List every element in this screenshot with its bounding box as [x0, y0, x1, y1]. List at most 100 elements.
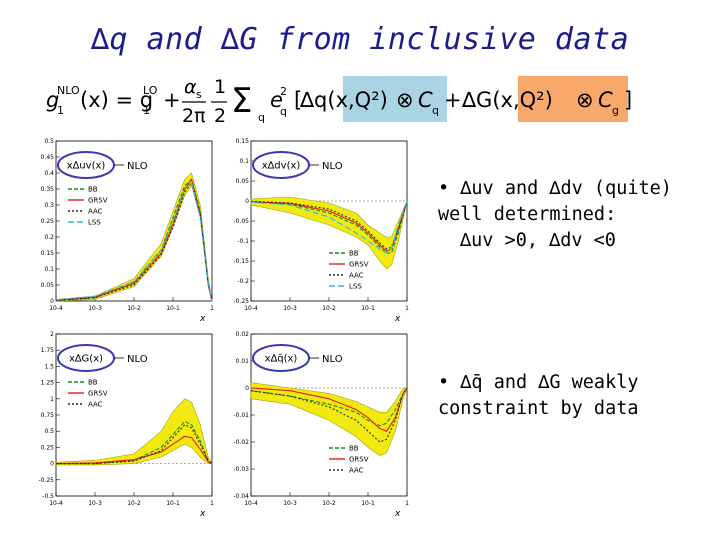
x-tick-label: 1: [405, 500, 409, 507]
y-tick-label: 0: [245, 385, 249, 392]
legend-label: GRSV: [349, 261, 369, 269]
y-tick-label: 0.1: [239, 158, 249, 165]
bullet-line: • ∆uv and ∆dv (quite): [438, 178, 672, 199]
y-tick-label: -0.04: [233, 493, 249, 500]
legend-label: AAC: [88, 401, 103, 409]
x-tick-label: 10-1: [166, 500, 180, 507]
svg-text:]: ]: [624, 88, 632, 112]
y-tick-label: 0.3: [44, 202, 54, 209]
svg-text:1: 1: [57, 104, 64, 117]
series-aac: [56, 424, 213, 465]
x-axis-label: x: [199, 314, 206, 324]
svg-text:q: q: [432, 104, 439, 117]
y-tick-label: 0.2: [44, 234, 54, 241]
y-tick-label: -0.02: [233, 439, 249, 446]
y-tick-label: 0.15: [41, 250, 55, 257]
bullet-sea-gluon: • ∆q̄ and ∆G weakly constraint by data: [438, 370, 638, 422]
y-tick-label: 0.01: [236, 358, 250, 365]
y-tick-label: -0.25: [233, 298, 249, 305]
series-grsv: [55, 435, 213, 465]
x-tick-label: 10-2: [322, 500, 336, 507]
series-lss: [250, 200, 408, 254]
svg-text:1: 1: [214, 76, 226, 98]
svg-text:2: 2: [280, 85, 287, 98]
svg-text:2π: 2π: [182, 105, 206, 127]
nlo-tag: NLO: [127, 354, 148, 365]
svg-text:g: g: [612, 104, 619, 117]
svg-text:LO: LO: [143, 84, 158, 97]
y-tick-label: 2: [50, 331, 54, 338]
y-tick-label: 0.4: [44, 170, 54, 177]
series-lss: [55, 181, 213, 302]
y-tick-label: 0.35: [41, 186, 55, 193]
y-tick-label: -0.25: [38, 477, 54, 484]
y-tick-label: 0: [50, 461, 54, 468]
x-tick-label: 10-3: [283, 305, 297, 312]
x-axis-label: x: [199, 509, 206, 519]
y-tick-label: 0.05: [41, 282, 55, 289]
legend-label: GRSV: [88, 390, 108, 398]
panel-bottom-left: 2 1.75 1.5 1.25 1 0.75 0.5 0.25 0 -0.25 -0.510-4 10…: [38, 331, 214, 519]
panel-label: x∆uv(x): [67, 161, 106, 172]
svg-text:(x) = g: (x) = g: [80, 88, 153, 112]
legend-label: GRSV: [349, 456, 369, 464]
y-tick-label: 1.75: [41, 347, 55, 354]
y-tick-label: 0.15: [236, 138, 250, 145]
nlo-tag: NLO: [322, 161, 343, 172]
svg-text:⊗: ⊗: [396, 88, 414, 112]
y-tick-label: 0.45: [41, 154, 55, 161]
svg-text:α: α: [184, 76, 197, 98]
panel-label: x∆G(x): [69, 354, 103, 365]
bullet-line: ∆uv >0, ∆dv <0: [460, 230, 616, 251]
y-tick-label: 0.25: [41, 218, 55, 225]
uncertainty-band: [55, 398, 213, 466]
y-tick-label: 0.05: [236, 178, 250, 185]
panel-label: x∆q̄(x): [265, 354, 298, 365]
y-tick-label: -0.2: [237, 278, 249, 285]
bullet-line: • ∆q̄ and ∆G weakly: [438, 372, 639, 393]
x-tick-label: 1: [210, 305, 214, 312]
bullet-line: well determined:: [438, 204, 617, 225]
x-tick-label: 10-4: [244, 500, 258, 507]
y-tick-label: -0.01: [233, 412, 249, 419]
x-tick-label: 10-2: [127, 305, 141, 312]
svg-text:e: e: [270, 88, 283, 112]
legend-label: BB: [88, 379, 98, 387]
x-tick-label: 10-2: [322, 305, 336, 312]
x-tick-label: 10-4: [244, 305, 258, 312]
legend-label: AAC: [349, 467, 364, 475]
series-aac: [250, 387, 408, 443]
svg-text:[: [: [294, 88, 302, 112]
y-tick-label: 0.5: [44, 428, 54, 435]
svg-text:q: q: [258, 111, 265, 124]
y-tick-label: 0.5: [44, 138, 54, 145]
x-tick-label: 10-3: [88, 500, 102, 507]
svg-text:2: 2: [214, 105, 226, 127]
series-grsv: [250, 200, 408, 252]
svg-text:1: 1: [143, 104, 150, 117]
svg-text:Σ: Σ: [231, 81, 252, 121]
quark-term: ∆q(x,Q²): [299, 88, 388, 112]
series-bb: [250, 200, 408, 254]
x-tick-label: 10-3: [283, 500, 297, 507]
y-tick-label: -0.03: [233, 466, 249, 473]
x-tick-label: 10-1: [166, 305, 180, 312]
x-tick-label: 10-2: [127, 500, 141, 507]
x-tick-label: 10-4: [49, 305, 63, 312]
nlo-formula: g NLO 1 (x) = g LO 1 + α s 2π 1 2 Σ q e …: [46, 76, 632, 127]
svg-text:g: g: [46, 88, 59, 112]
legend-label: LSS: [349, 283, 362, 291]
series-bb: [56, 420, 213, 465]
quark-term-highlight: [343, 76, 447, 122]
x-tick-label: 1: [405, 305, 409, 312]
uncertainty-band: [250, 382, 408, 456]
x-tick-label: 10-1: [361, 305, 375, 312]
legend-label: AAC: [349, 272, 364, 280]
legend-label: BB: [349, 445, 359, 453]
svg-text:C: C: [598, 88, 613, 112]
y-tick-label: 0.02: [236, 331, 250, 338]
legend-label: GRSV: [88, 197, 108, 205]
y-tick-label: 0: [50, 298, 54, 305]
x-axis-label: x: [394, 509, 401, 519]
